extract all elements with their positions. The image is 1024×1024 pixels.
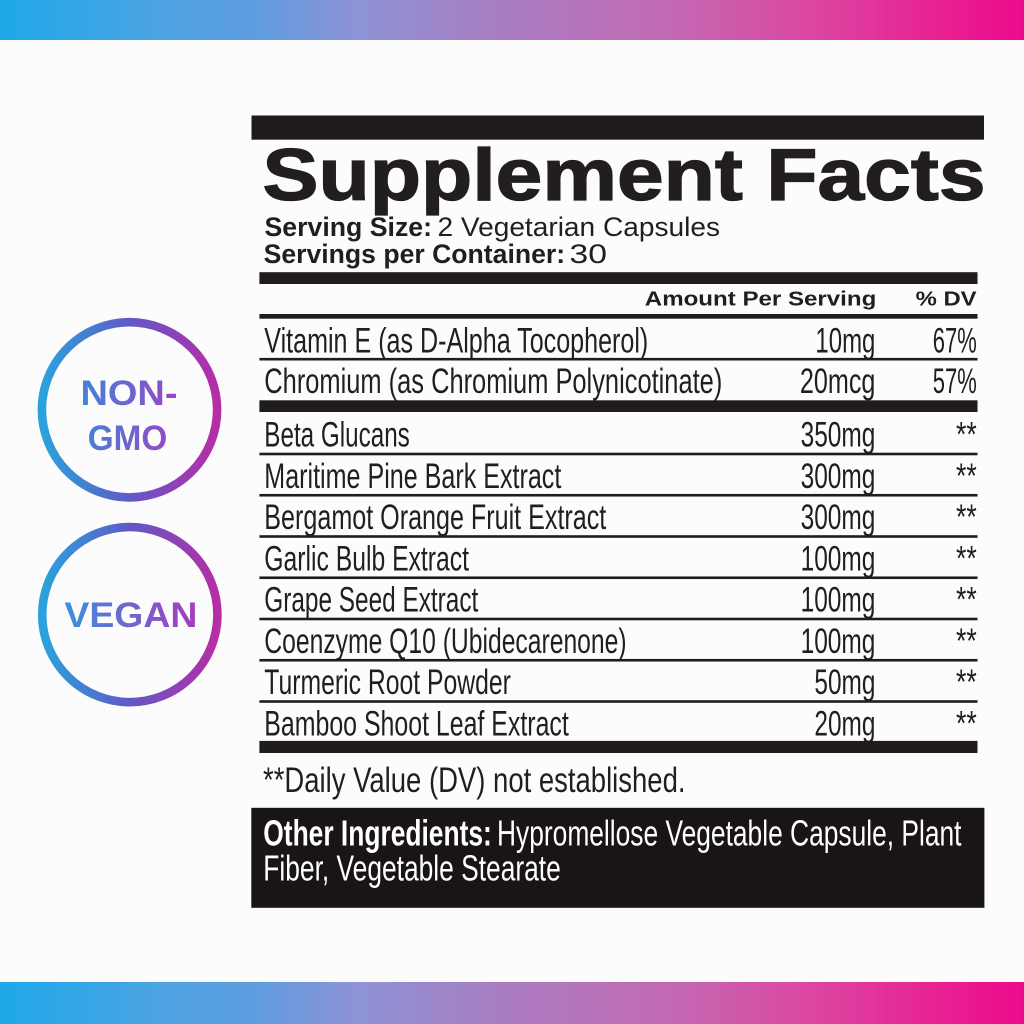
svg-text:Fiber, Vegetable Stearate: Fiber, Vegetable Stearate <box>263 847 561 888</box>
svg-text:300mg: 300mg <box>801 457 876 496</box>
svg-text:**: ** <box>956 622 977 661</box>
svg-text:Maritime Pine Bark Extract: Maritime Pine Bark Extract <box>264 457 561 496</box>
svg-text:**: ** <box>956 457 977 496</box>
svg-text:100mg: 100mg <box>801 622 876 661</box>
svg-text:Grape Seed Extract: Grape Seed Extract <box>264 581 478 620</box>
svg-text:**: ** <box>956 539 977 578</box>
svg-text:100mg: 100mg <box>801 581 876 620</box>
svg-text:30: 30 <box>570 239 608 269</box>
svg-text:67%: 67% <box>933 321 977 360</box>
svg-text:**: ** <box>956 581 977 620</box>
svg-text:20mg: 20mg <box>814 704 875 743</box>
svg-text:Coenzyme Q10 (Ubidecarenone): Coenzyme Q10 (Ubidecarenone) <box>264 622 626 661</box>
svg-text:Serving Size:: Serving Size: <box>265 212 433 242</box>
svg-text:Vitamin E (as D-Alpha Tocopher: Vitamin E (as D-Alpha Tocopherol) <box>264 321 648 360</box>
svg-text:Turmeric Root Powder: Turmeric Root Powder <box>264 663 511 702</box>
svg-text:VEGAN: VEGAN <box>64 596 197 635</box>
svg-text:**: ** <box>956 498 977 537</box>
svg-text:Chromium (as Chromium Polynico: Chromium (as Chromium Polynicotinate) <box>264 362 722 401</box>
svg-text:**: ** <box>956 663 977 702</box>
svg-text:100mg: 100mg <box>801 539 876 578</box>
svg-text:**: ** <box>956 416 977 455</box>
svg-text:**: ** <box>956 704 977 743</box>
svg-text:Bamboo Shoot Leaf Extract: Bamboo Shoot Leaf Extract <box>264 704 569 743</box>
svg-text:Beta Glucans: Beta Glucans <box>264 416 410 455</box>
svg-text:Amount Per Serving: Amount Per Serving <box>645 288 877 311</box>
svg-text:**Daily Value (DV) not establi: **Daily Value (DV) not established. <box>263 761 686 800</box>
svg-text:50mg: 50mg <box>814 663 875 702</box>
svg-text:10mg: 10mg <box>815 321 875 360</box>
svg-text:NON-: NON- <box>81 373 178 413</box>
svg-text:Supplement Facts: Supplement Facts <box>263 135 986 216</box>
svg-text:2 Vegetarian Capsules: 2 Vegetarian Capsules <box>438 212 721 242</box>
svg-text:57%: 57% <box>933 362 977 401</box>
svg-text:350mg: 350mg <box>801 416 876 455</box>
svg-text:Servings per Container:: Servings per Container: <box>264 239 565 269</box>
svg-text:Hypromellose Vegetable Capsule: Hypromellose Vegetable Capsule, Plant <box>497 813 962 854</box>
svg-text:Garlic Bulb Extract: Garlic Bulb Extract <box>264 539 469 578</box>
svg-text:300mg: 300mg <box>801 498 876 537</box>
svg-text:% DV: % DV <box>916 288 977 311</box>
svg-text:Bergamot Orange Fruit Extract: Bergamot Orange Fruit Extract <box>264 498 606 537</box>
svg-text:Other Ingredients:: Other Ingredients: <box>263 813 492 854</box>
svg-text:20mcg: 20mcg <box>800 362 876 401</box>
svg-text:GMO: GMO <box>88 418 168 458</box>
